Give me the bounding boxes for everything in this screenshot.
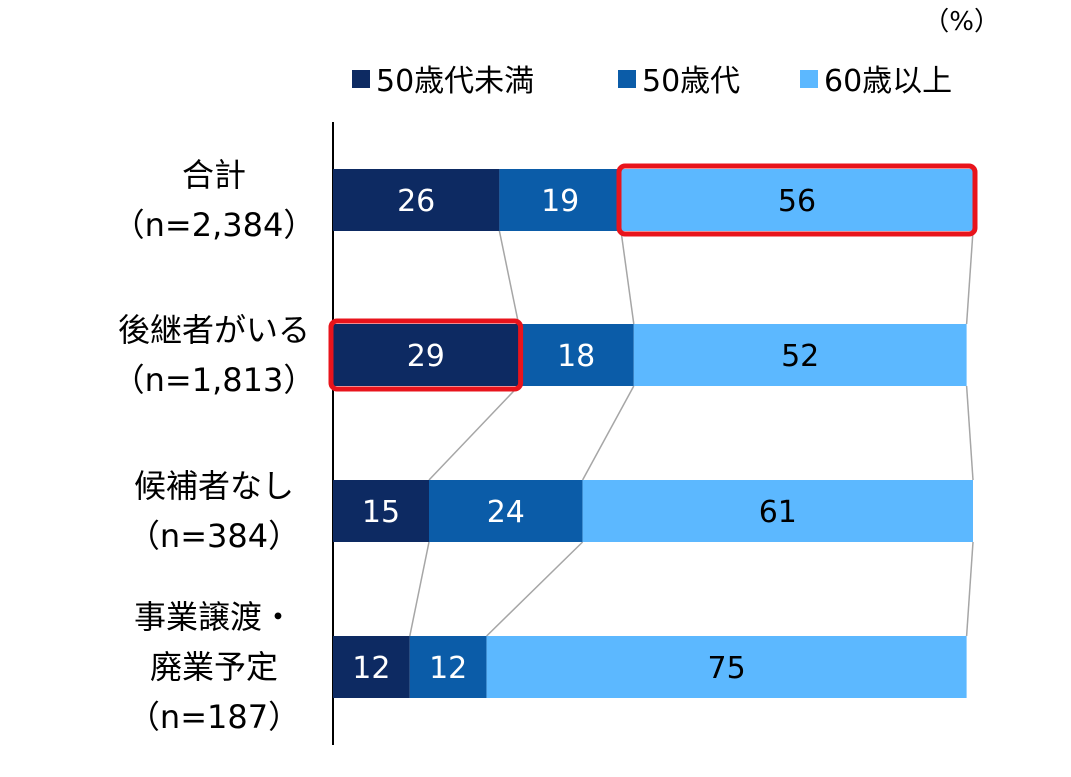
legend-label-2: 60歳以上 xyxy=(824,64,952,99)
bar-segment-3-0 xyxy=(333,636,410,698)
series-connector-line xyxy=(965,541,974,637)
legend-swatch-1 xyxy=(618,70,636,88)
legend-swatch-0 xyxy=(352,70,370,88)
data-label-3-1: 12 xyxy=(429,651,467,686)
bar-segment-2-2 xyxy=(582,480,973,542)
highlight-box-1 xyxy=(328,318,524,392)
series-connector-line xyxy=(581,385,635,481)
series-connector-line xyxy=(486,541,584,637)
data-label-3-2: 75 xyxy=(708,651,746,686)
category-label-line: （n=1,813） xyxy=(113,361,316,399)
unit-label: （%） xyxy=(923,7,1000,37)
bar-segment-2-0 xyxy=(333,480,429,542)
data-label-3-0: 12 xyxy=(352,651,390,686)
category-label-line: 合計 xyxy=(182,156,246,194)
bar-segment-1-0 xyxy=(333,324,519,386)
bar-segment-0-0 xyxy=(333,169,500,231)
bar-segment-3-2 xyxy=(486,636,967,698)
data-label-1-2: 52 xyxy=(781,339,819,374)
series-connector-line xyxy=(428,385,520,481)
bar-segment-0-1 xyxy=(499,169,621,231)
data-label-2-1: 24 xyxy=(487,495,525,530)
highlight-box-0 xyxy=(616,163,978,237)
data-label-2-0: 15 xyxy=(362,495,400,530)
bar-segment-1-2 xyxy=(633,324,967,386)
category-label-line: 候補者なし xyxy=(134,467,294,505)
series-connector-line xyxy=(965,230,974,325)
data-label-0-1: 19 xyxy=(541,184,579,219)
data-label-0-2: 56 xyxy=(778,184,816,219)
legend-label-0: 50歳代未満 xyxy=(376,64,534,99)
data-label-0-0: 26 xyxy=(397,184,435,219)
category-label-line: 後継者がいる xyxy=(118,311,310,349)
data-label-1-1: 18 xyxy=(557,339,595,374)
bar-segment-2-1 xyxy=(429,480,583,542)
bar-segment-3-1 xyxy=(409,636,487,698)
series-connector-line xyxy=(498,230,520,325)
bar-segment-1-1 xyxy=(518,324,634,386)
bar-segment-0-2 xyxy=(621,169,973,231)
category-label-line: 廃業予定 xyxy=(150,648,278,686)
series-connector-line xyxy=(965,385,974,481)
data-label-2-2: 61 xyxy=(759,495,797,530)
category-label-line: （n=187） xyxy=(128,698,300,736)
data-label-1-0: 29 xyxy=(407,339,445,374)
series-connector-line xyxy=(409,541,430,637)
legend-label-1: 50歳代 xyxy=(642,64,740,99)
category-label-line: 事業譲渡・ xyxy=(134,598,294,636)
legend-swatch-2 xyxy=(800,70,818,88)
category-label-line: （n=2,384） xyxy=(113,206,316,244)
series-connector-line xyxy=(620,230,635,325)
category-label-line: （n=384） xyxy=(128,517,300,555)
